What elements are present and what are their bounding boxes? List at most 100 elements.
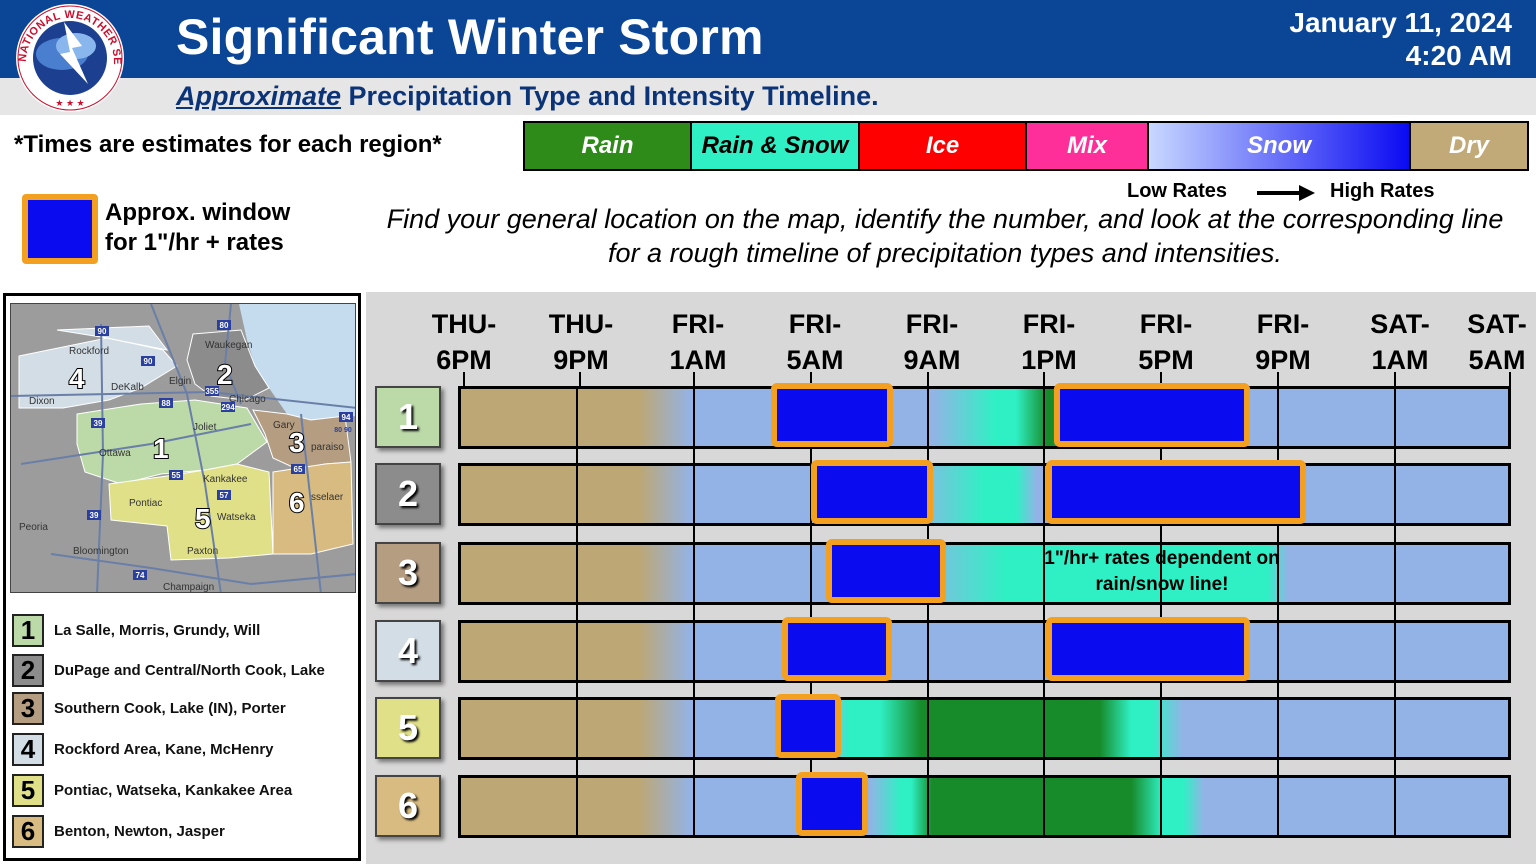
time-label-day: FRI- — [1256, 309, 1310, 339]
header-tick — [1394, 372, 1396, 386]
city-watseka: Watseka — [217, 512, 256, 523]
heavy-window-row2b — [1046, 460, 1306, 524]
time-label-fri-5am: FRI- 5AM — [770, 306, 860, 378]
grid-line — [1394, 386, 1396, 838]
time-label-day: THU- — [431, 309, 497, 339]
time-label-hour: 5AM — [786, 345, 844, 375]
page-subtitle: Approximate Precipitation Type and Inten… — [176, 81, 879, 112]
heavy-window-row6 — [796, 772, 868, 836]
time-label-fri-1pm: FRI- 1PM — [1004, 306, 1094, 378]
subtitle-emphasis: Approximate — [176, 81, 342, 111]
map-region-4: 4 — [69, 363, 85, 394]
header-tick — [1277, 372, 1279, 386]
city-dekalb: DeKalb — [111, 382, 144, 393]
time-label-day: FRI- — [905, 309, 959, 339]
region-item-3: 3 Southern Cook, Lake (IN), Porter — [12, 692, 286, 725]
i39-shield: 39 — [94, 419, 103, 428]
i88-shield: 88 — [162, 399, 171, 408]
time-label-hour: 9PM — [1255, 345, 1311, 375]
city-dixon: Dixon — [29, 396, 55, 407]
time-label-hour: 9PM — [553, 345, 609, 375]
i294-shield: 294 — [221, 403, 235, 412]
map-region-6: 6 — [289, 487, 305, 518]
time-label-hour: 9AM — [903, 345, 961, 375]
i65-shield: 65 — [294, 465, 303, 474]
grid-line — [1277, 386, 1279, 838]
region-item-4: 4 Rockford Area, Kane, McHenry — [12, 733, 274, 766]
heavy-window-row1a — [771, 383, 893, 447]
region-item-6: 6 Benton, Newton, Jasper — [12, 815, 225, 848]
city-peoria: Peoria — [19, 522, 48, 533]
heavy-window-row4a — [782, 617, 892, 681]
heavy-window-label: Approx. window for 1"/hr + rates — [105, 198, 290, 258]
timeline-row-1 — [458, 386, 1511, 449]
legend-snow: Snow — [1149, 123, 1411, 169]
time-label-day: FRI- — [1139, 309, 1193, 339]
city-gary: Gary — [273, 420, 295, 431]
timeline-row-5 — [458, 697, 1511, 760]
i90-shield-2: 90 — [144, 357, 153, 366]
city-pontiac: Pontiac — [129, 498, 162, 509]
region-item-5: 5 Pontiac, Watseka, Kankakee Area — [12, 774, 292, 807]
i80-90-shield: 80 90 — [334, 427, 352, 434]
time-label-sat-1am: SAT- 1AM — [1355, 306, 1445, 378]
header-tick — [927, 372, 929, 386]
nws-logo: NATIONAL WEATHER SERVICE ★ ★ ★ — [8, 0, 132, 114]
map-region-5: 5 — [195, 503, 211, 534]
time-label-hour: 1AM — [669, 345, 727, 375]
times-note: *Times are estimates for each region* — [14, 131, 442, 158]
page-title: Significant Winter Storm — [176, 9, 764, 65]
time-label-hour: 1AM — [1371, 345, 1429, 375]
header-tick — [1160, 372, 1162, 386]
region-label-1: La Salle, Morris, Grundy, Will — [54, 622, 261, 639]
i94-shield: 94 — [342, 413, 351, 422]
region-map: 90 80 90 88 355 294 39 55 57 65 39 74 94… — [10, 303, 356, 593]
time-label-hour: 5PM — [1138, 345, 1194, 375]
map-region-3: 3 — [289, 427, 305, 458]
header-tick — [810, 372, 812, 386]
heavy-window-row3 — [826, 539, 946, 603]
row-badge-4: 4 — [375, 620, 441, 682]
legend-rain: Rain — [525, 123, 692, 169]
i355-shield: 355 — [205, 387, 219, 396]
row-badge-5: 5 — [375, 697, 441, 759]
region-label-3: Southern Cook, Lake (IN), Porter — [54, 700, 286, 717]
time-label-hour: 1PM — [1021, 345, 1077, 375]
city-chicago: Chicago — [229, 394, 266, 405]
time-label-day: FRI- — [788, 309, 842, 339]
region-badge-3: 3 — [12, 692, 44, 725]
instructions-text: Find your general location on the map, i… — [386, 204, 1504, 268]
grid-line — [693, 386, 695, 838]
region-label-6: Benton, Newton, Jasper — [54, 823, 225, 840]
heavy-window-line2: for 1"/hr + rates — [105, 229, 284, 256]
city-joliet: Joliet — [193, 422, 217, 433]
grid-line — [810, 386, 812, 838]
city-rockford: Rockford — [69, 346, 109, 357]
city-elgin: Elgin — [169, 376, 191, 387]
city-waukegan: Waukegan — [205, 340, 252, 351]
i74-shield: 74 — [136, 571, 145, 580]
heavy-window-row4b — [1046, 617, 1250, 681]
timeline-row-3 — [458, 542, 1511, 605]
region-badge-2: 2 — [12, 654, 44, 687]
arrow-right-icon — [1257, 185, 1315, 201]
header-tick — [1509, 372, 1511, 386]
legend-mix: Mix — [1027, 123, 1149, 169]
city-rensselaer: sselaer — [311, 492, 344, 503]
heavy-window-row1b — [1054, 383, 1250, 447]
time-label-fri-1am: FRI- 1AM — [653, 306, 743, 378]
region-label-2: DuPage and Central/North Cook, Lake — [54, 662, 325, 679]
heavy-window-row2a — [811, 460, 933, 524]
rain-snow-line-note: 1"/hr+ rates dependent on rain/snow line… — [1044, 548, 1280, 595]
precip-legend: Rain Rain & Snow Ice Mix Snow Dry — [523, 121, 1529, 171]
time-label-fri-9pm: FRI- 9PM — [1238, 306, 1328, 378]
time-label-hour: 6PM — [436, 345, 492, 375]
timeline-row-2 — [458, 463, 1511, 526]
row-badge-1: 1 — [375, 386, 441, 448]
heavy-window-row5 — [775, 694, 841, 758]
city-ottawa: Ottawa — [99, 448, 131, 459]
svg-text:★ ★ ★: ★ ★ ★ — [55, 98, 84, 108]
i90-shield: 90 — [98, 327, 107, 336]
issue-time: 4:20 AM — [1405, 40, 1512, 71]
issue-date: January 11, 2024 — [1289, 7, 1512, 38]
